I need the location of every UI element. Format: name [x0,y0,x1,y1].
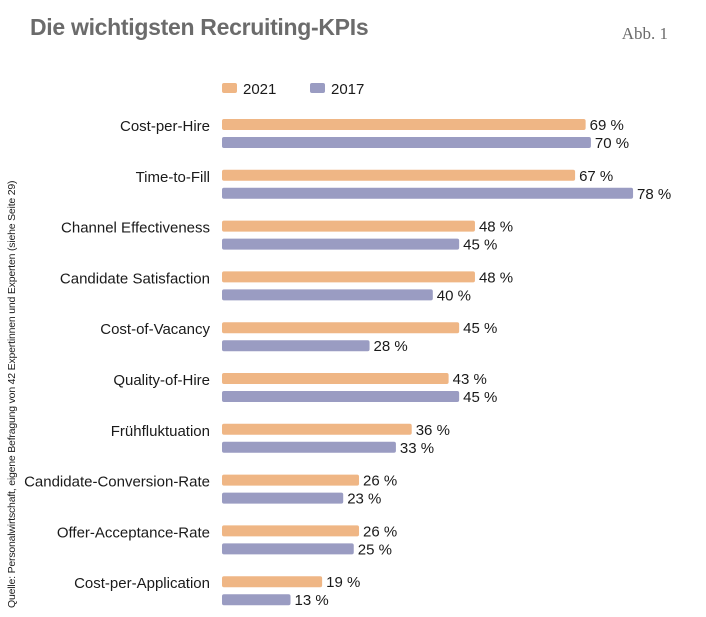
legend-swatch-2021 [222,83,237,93]
value-label-2017: 40 % [437,287,471,304]
bar-2017 [222,543,354,555]
bar-2021 [222,474,360,486]
category-label: Cost-per-Hire [120,118,210,135]
value-label-2017: 33 % [400,440,434,457]
category-label: Cost-per-Application [74,575,210,592]
value-label-2021: 26 % [363,523,397,540]
category-label: Candidate Satisfaction [60,270,210,287]
value-label-2017: 45 % [463,389,497,406]
category-label: Cost-of-Vacancy [100,321,210,338]
legend-label-2017: 2017 [331,81,364,98]
value-label-2021: 36 % [416,422,450,439]
value-label-2021: 26 % [363,473,397,490]
value-label-2021: 43 % [453,371,487,388]
value-label-2017: 70 % [595,135,629,152]
bar-2021 [222,119,586,130]
value-label-2021: 48 % [479,219,513,236]
bar-2021 [222,576,323,588]
value-label-2021: 45 % [463,320,497,337]
bar-2021 [222,322,460,334]
value-label-2021: 19 % [326,574,360,591]
bar-2017 [222,441,396,453]
value-label-2017: 45 % [463,237,497,254]
category-label: Frühfluktuation [111,423,210,440]
bar-2017 [222,340,370,352]
legend-swatch-2017 [310,83,325,93]
bar-2021 [222,423,412,435]
category-label: Channel Effectiveness [61,220,210,237]
value-label-2017: 78 % [637,186,671,203]
bar-2021 [222,373,449,384]
bar-2021 [222,169,576,181]
bar-2017 [222,492,344,504]
bar-2017 [222,238,460,250]
figure-label: Abb. 1 [621,24,668,43]
bar-2021 [222,525,360,537]
bar-2017 [222,187,634,199]
bar-2017 [222,289,433,301]
value-label-2017: 28 % [374,338,408,355]
value-label-2017: 23 % [347,491,381,508]
category-label: Offer-Acceptance-Rate [57,524,210,541]
value-label-2017: 13 % [295,592,329,609]
legend-label-2021: 2021 [243,81,276,98]
value-label-2021: 48 % [479,269,513,286]
category-label: Quality-of-Hire [113,372,210,389]
value-label-2021: 67 % [579,168,613,185]
category-label: Time-to-Fill [136,169,210,186]
value-label-2017: 25 % [358,541,392,558]
bar-2021 [222,271,475,283]
value-label-2021: 69 % [590,117,624,134]
bar-2017 [222,137,591,148]
bar-2017 [222,391,460,402]
category-label: Candidate-Conversion-Rate [24,474,210,491]
bar-2017 [222,594,291,606]
chart-title: Die wichtigsten Recruiting-KPIs [30,14,369,40]
bar-2021 [222,220,475,232]
